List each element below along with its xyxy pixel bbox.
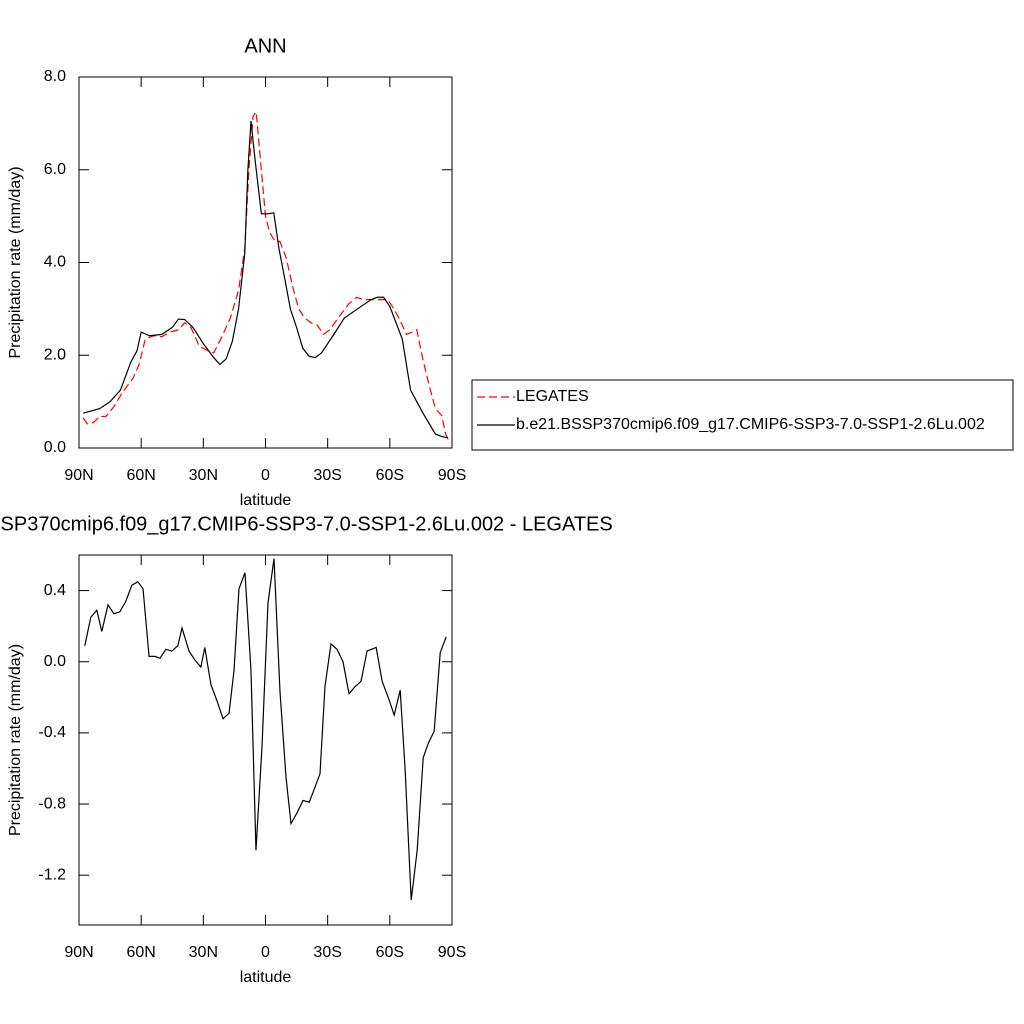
plot-frame: [78, 554, 453, 926]
data-line: [84, 558, 447, 901]
x-tick-label: 30N: [189, 944, 218, 961]
x-axis-label: latitude: [240, 969, 292, 986]
y-tick-label: 0.0: [44, 653, 66, 670]
x-tick-label: 90N: [64, 944, 93, 961]
legend-label: b.e21.BSSP370cmip6.f09_g17.CMIP6-SSP3-7.…: [516, 416, 985, 433]
x-tick-label: 30N: [189, 467, 218, 484]
legend-label: LEGATES: [516, 388, 589, 405]
x-tick-label: 60S: [376, 467, 404, 484]
y-axis-label: Precipitation rate (mm/day): [7, 166, 24, 358]
x-tick-label: 90S: [438, 944, 466, 961]
data-line: [82, 120, 448, 439]
x-tick-label: 30S: [313, 467, 341, 484]
x-tick-label: 60N: [126, 467, 155, 484]
x-tick-label: 0: [261, 944, 270, 961]
x-tick-label: 60S: [376, 944, 404, 961]
chart-title: ANN: [244, 35, 286, 57]
data-line: [82, 110, 451, 444]
x-axis-label: latitude: [240, 492, 292, 509]
y-tick-label: -1.2: [38, 866, 66, 883]
legend-frame: [471, 379, 1014, 451]
plot: b.e21.BSSP370cmip6.f09_g17.CMIP6-SSP3-7.…: [0, 513, 613, 986]
plot-frame: [78, 76, 453, 449]
chart-title: b.e21.BSSP370cmip6.f09_g17.CMIP6-SSP3-7.…: [0, 513, 613, 535]
y-axis-label: Precipitation rate (mm/day): [7, 644, 24, 836]
plot: ANN latitude Precipitation rate (mm/day) 90…: [7, 35, 1014, 509]
y-tick-label: 4.0: [44, 254, 66, 271]
x-tick-label: 60N: [126, 944, 155, 961]
y-tick-label: 8.0: [44, 68, 66, 85]
legend: LEGATES b.e21.BSSP370cmip6.f09_g17.CMIP6-…: [471, 379, 1014, 451]
y-tick-label: -0.8: [38, 795, 66, 812]
y-tick-label: 2.0: [44, 346, 66, 363]
y-tick-label: 0.4: [44, 582, 66, 599]
x-tick-label: 90N: [64, 467, 93, 484]
x-tick-label: 0: [261, 467, 270, 484]
y-tick-label: 6.0: [44, 161, 66, 178]
x-tick-label: 90S: [438, 467, 466, 484]
y-tick-label: -0.4: [38, 724, 66, 741]
y-tick-label: 0.0: [44, 439, 66, 456]
x-tick-label: 30S: [313, 944, 341, 961]
